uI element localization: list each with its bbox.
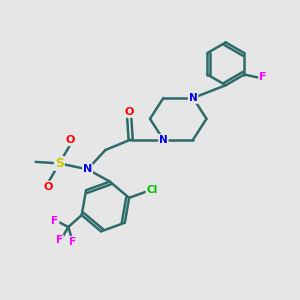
Text: F: F — [259, 73, 267, 82]
Text: S: S — [55, 157, 64, 170]
Text: N: N — [189, 93, 197, 103]
Text: Cl: Cl — [146, 185, 158, 195]
Text: F: F — [56, 236, 63, 245]
Text: F: F — [69, 237, 76, 247]
Text: N: N — [159, 135, 168, 145]
Text: N: N — [83, 164, 92, 174]
Text: O: O — [44, 182, 53, 192]
Text: O: O — [66, 135, 75, 145]
Text: F: F — [51, 216, 58, 226]
Text: O: O — [124, 107, 134, 117]
